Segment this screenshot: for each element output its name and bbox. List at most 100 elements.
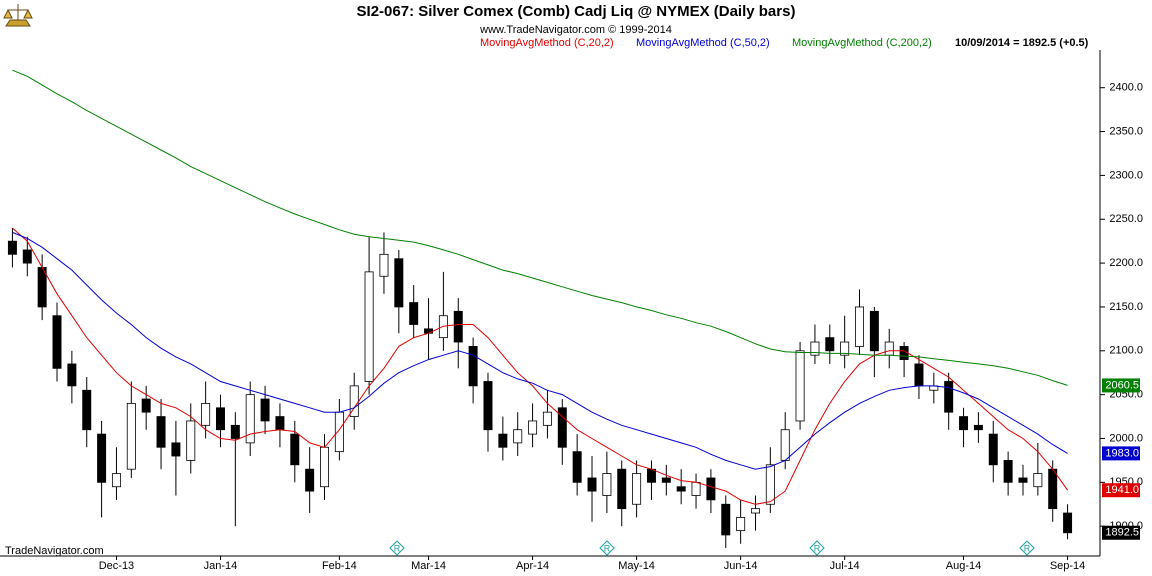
- candle-body: [498, 433, 508, 448]
- candle-body: [944, 381, 954, 413]
- candle-body: [111, 473, 121, 488]
- candle-body: [691, 481, 701, 496]
- candle-body: [468, 346, 478, 387]
- logo: [3, 4, 33, 27]
- y-tick-label: 2200.0: [1109, 257, 1143, 269]
- candle-body: [810, 341, 820, 356]
- last-value-box: [1102, 378, 1140, 393]
- candle-body: [275, 416, 285, 431]
- y-tick-label: 2100.0: [1109, 345, 1143, 357]
- candle-body: [453, 310, 463, 343]
- candle-body: [646, 468, 656, 483]
- candle-body: [855, 306, 865, 347]
- last-value-box: [1102, 446, 1140, 461]
- candle-body: [706, 477, 716, 501]
- candle-body: [156, 416, 166, 448]
- x-tick-label: Jan-14: [204, 560, 238, 572]
- y-tick-label: 2250.0: [1109, 213, 1143, 225]
- candle-body: [914, 363, 924, 387]
- last-bar-note: 10/09/2014 = 1892.5 (+0.5): [955, 37, 1089, 49]
- roll-marker: R: [1024, 543, 1031, 553]
- candle-body: [201, 403, 211, 426]
- candle-body: [959, 416, 969, 431]
- candle-body: [572, 451, 582, 483]
- candle-body: [528, 420, 538, 435]
- candle-body: [632, 473, 642, 505]
- candle-body: [82, 389, 92, 431]
- candle-body: [617, 468, 627, 510]
- y-tick-label: 2350.0: [1109, 125, 1143, 137]
- roll-marker: R: [604, 543, 611, 553]
- candle-body: [676, 486, 686, 492]
- roll-markers: R R R R: [389, 540, 1035, 556]
- legend-entry: MovingAvgMethod (C,200,2): [792, 37, 932, 49]
- candle-body: [394, 258, 404, 308]
- candle-body: [364, 271, 374, 382]
- y-tick-label: 2400.0: [1109, 82, 1143, 94]
- candle-body: [334, 411, 344, 453]
- candle-body: [1018, 477, 1028, 483]
- x-tick-label: Apr-14: [516, 560, 549, 572]
- candle-body: [126, 403, 136, 470]
- x-tick-label: Aug-14: [946, 560, 981, 572]
- candle-body: [1003, 460, 1013, 483]
- legend-entry: MovingAvgMethod (C,50,2): [636, 37, 770, 49]
- candle-body: [557, 407, 567, 448]
- candle-body: [52, 315, 62, 369]
- x-tick-label: Feb-14: [322, 560, 357, 572]
- y-tick-label: 2300.0: [1109, 169, 1143, 181]
- chart-title: SI2-067: Silver Comex (Comb) Cadj Liq @ …: [357, 3, 796, 20]
- x-tick-label: Jul-14: [830, 560, 860, 572]
- candle-body: [1063, 512, 1073, 534]
- candle-body: [765, 464, 775, 505]
- last-value-label: 2060.5: [1105, 379, 1139, 391]
- candle-body: [290, 433, 300, 466]
- candle-body: [602, 473, 612, 496]
- candle-body: [260, 398, 270, 422]
- candle-body: [22, 249, 32, 264]
- candle-body: [409, 302, 419, 325]
- last-value-box: [1102, 525, 1140, 540]
- candle-body: [721, 503, 731, 536]
- candle-body: [884, 341, 894, 356]
- x-tick-label: Mar-14: [411, 560, 446, 572]
- roll-marker: R: [814, 543, 821, 553]
- candle-body: [869, 310, 879, 352]
- candle-body: [750, 508, 760, 514]
- candle-body: [171, 442, 181, 457]
- candle-body: [379, 253, 389, 277]
- y-tick-label: 2150.0: [1109, 301, 1143, 313]
- candle-body: [587, 477, 597, 492]
- legend-entry: MovingAvgMethod (C,20,2): [480, 37, 614, 49]
- ma-line: [12, 231, 1068, 470]
- candle-body: [736, 517, 746, 531]
- candle-body: [67, 363, 77, 387]
- footer: TradeNavigator.com: [5, 545, 104, 557]
- candle-body: [97, 433, 107, 483]
- candle-body: [320, 446, 330, 488]
- y-tick-label: 2000.0: [1109, 432, 1143, 444]
- candle-body: [1033, 473, 1043, 488]
- candle-body: [245, 394, 255, 444]
- candle-body: [1048, 468, 1058, 510]
- candle-body: [988, 433, 998, 466]
- candle-body: [424, 328, 434, 334]
- ma-line: [12, 69, 1068, 386]
- candle-body: [141, 398, 151, 413]
- candle-body: [542, 411, 552, 426]
- x-tick-label: Sep-14: [1050, 560, 1085, 572]
- candle-body: [780, 429, 790, 461]
- ma-line: [12, 227, 1069, 505]
- candle-body: [513, 429, 523, 444]
- last-value-box: [1102, 483, 1140, 498]
- last-value-label: 1892.5: [1105, 527, 1139, 539]
- chart-subtitle: www.TradeNavigator.com © 1999-2014: [479, 24, 672, 36]
- x-tick-label: Dec-13: [99, 560, 134, 572]
- candle-body: [186, 420, 196, 461]
- candle-body: [840, 341, 850, 356]
- candle-body: [795, 350, 805, 422]
- roll-marker: R: [394, 543, 401, 553]
- candle-body: [483, 381, 493, 431]
